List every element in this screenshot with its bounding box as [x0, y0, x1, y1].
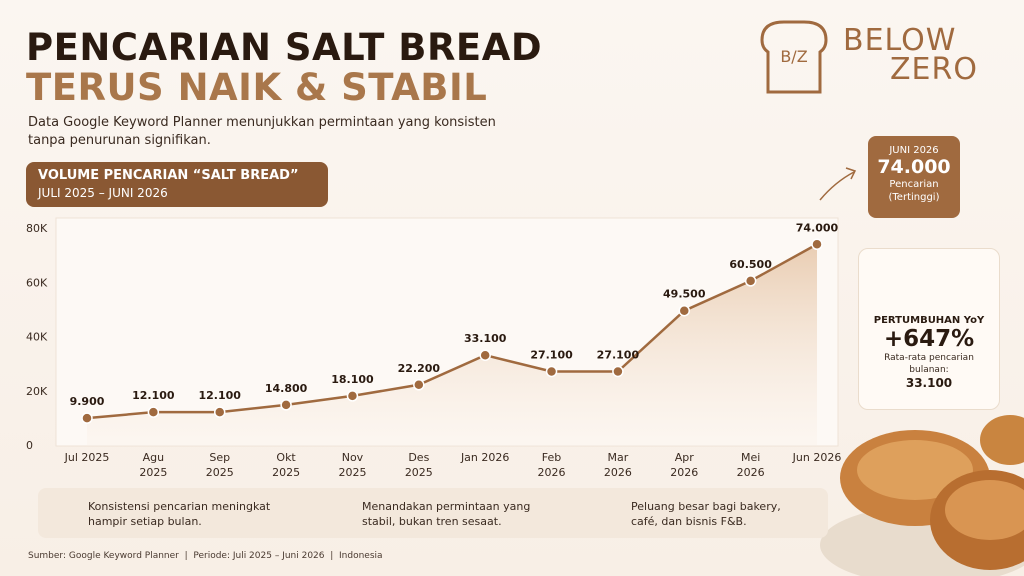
point: [147, 406, 160, 418]
value-label: 12.100: [132, 389, 175, 402]
chart-badge: VOLUME PENCARIAN “SALT BREAD” JULI 2025 …: [26, 162, 328, 207]
point: [213, 406, 226, 418]
x-tick-label: Jun 2026: [792, 451, 842, 464]
value-label: 14.800: [265, 382, 308, 395]
logo-text: ZERO: [890, 52, 978, 87]
y-tick-label: 60K: [26, 276, 48, 289]
note: Konsistensi pencarian meningkat hampir s…: [88, 500, 271, 528]
footer: Sumber: Google Keyword Planner | Periode…: [28, 551, 383, 561]
x-tick-label: Apr 2026: [670, 451, 699, 479]
value-label: 49.500: [663, 288, 706, 301]
value-label: 74.000: [796, 221, 839, 234]
chart-title: VOLUME PENCARIAN “SALT BREAD”: [38, 168, 299, 183]
stat-value: +647%: [883, 326, 975, 352]
arrow-head: [845, 167, 857, 180]
x-tick-label: Mar 2026: [603, 451, 632, 479]
note: Menandakan permintaan yang stabil, bukan…: [362, 500, 531, 528]
stat-title: PERTUMBUHAN YoY: [873, 315, 985, 326]
footer-period: Periode: Juli 2025 – Juni 2026: [193, 551, 325, 561]
footer-region: Indonesia: [339, 551, 383, 561]
area: [87, 244, 817, 445]
value-label: 22.200: [398, 362, 441, 375]
x-tick-label: Mei 2026: [736, 451, 765, 479]
value-label: 18.100: [331, 373, 374, 386]
callout: JUNI 2026 74.000 Pencarian (Tertinggi): [868, 136, 960, 218]
note: Peluang besar bagi bakery, café, dan bis…: [631, 500, 781, 528]
callout-label: Pencarian (Tertinggi): [888, 179, 940, 203]
croissant-illustration: [820, 415, 1024, 576]
stat-label: Rata-rata pencarian bulanan:: [884, 353, 974, 375]
title: TERUS NAIK & STABIL: [26, 66, 488, 109]
x-tick-label: Des 2025: [404, 451, 433, 479]
logo-icon: [760, 20, 828, 94]
value-label: 12.100: [199, 389, 242, 402]
stat-average: 33.100: [905, 376, 953, 390]
logo-text: BELOW: [843, 23, 957, 58]
point: [612, 365, 624, 378]
arrow: [819, 171, 855, 201]
logo-mark: B/Z: [780, 47, 807, 66]
value-label: 27.100: [530, 348, 573, 361]
stat-card: PERTUMBUHAN YoY +647% Rata-rata pencaria…: [858, 248, 1000, 410]
point: [280, 399, 292, 411]
y-tick-label: 0: [26, 439, 33, 452]
value-label: 60.500: [729, 258, 772, 271]
point: [545, 365, 558, 378]
value-label: 27.100: [597, 348, 640, 361]
value-label: 9.900: [70, 395, 105, 408]
footer-source: Sumber: Google Keyword Planner: [28, 551, 179, 561]
title: PENCARIAN SALT BREAD: [26, 26, 543, 69]
value-label: 33.100: [464, 332, 507, 345]
callout-period: JUNI 2026: [889, 145, 939, 156]
x-tick-label: Nov 2025: [338, 451, 367, 479]
x-tick-label: Jan 2026: [460, 451, 510, 464]
point: [678, 304, 691, 317]
point: [413, 379, 425, 391]
notes-bar: [38, 488, 828, 538]
y-tick-label: 20K: [26, 385, 48, 398]
x-tick-label: Okt 2025: [272, 451, 301, 479]
x-tick-label: Sep 2025: [205, 451, 234, 479]
point: [811, 238, 823, 251]
callout-value: 74.000: [877, 156, 951, 178]
x-tick-label: Feb 2026: [537, 451, 566, 479]
y-tick-label: 80K: [26, 222, 48, 235]
y-tick-label: 40K: [26, 331, 48, 344]
x-tick-label: Jul 2025: [64, 451, 110, 464]
subtitle: Data Google Keyword Planner menunjukkan …: [28, 115, 496, 148]
x-tick-label: Agu 2025: [139, 451, 168, 479]
point: [346, 390, 359, 402]
chart-subtitle: JULI 2025 – JUNI 2026: [38, 186, 168, 200]
point: [479, 349, 491, 361]
point: [744, 275, 757, 287]
line: [86, 243, 818, 420]
point: [81, 412, 93, 424]
